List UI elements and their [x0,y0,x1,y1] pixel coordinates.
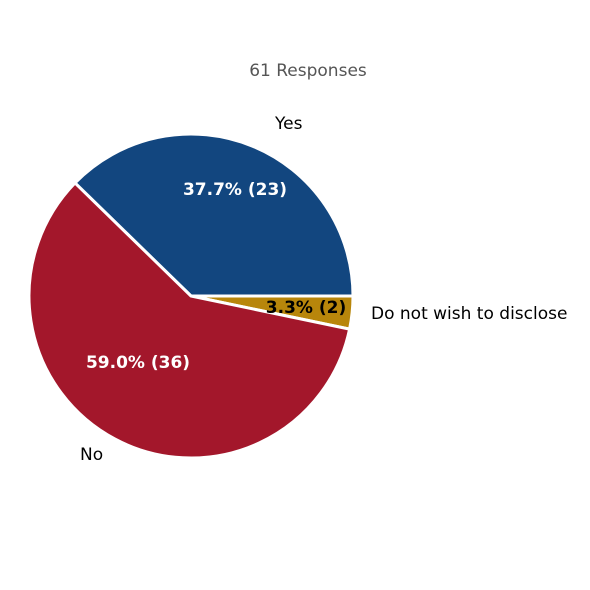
data-labels: 37.7% (23) 3.3% (2) 59.0% (36) [86,180,346,373]
slice-labels: Yes Do not wish to disclose No [80,114,567,465]
slice-data-label: 59.0% (36) [86,353,190,373]
slice-category-label: Yes [274,114,303,134]
slice-data-label: 3.3% (2) [266,298,346,318]
pie-slices [27,132,355,460]
slice-category-label: Do not wish to disclose [371,304,567,324]
pie-slice [73,132,355,298]
slice-category-label: No [80,445,103,465]
chart-title: 61 Responses [249,61,367,81]
slice-data-label: 37.7% (23) [183,180,287,200]
pie-slice [27,181,352,460]
